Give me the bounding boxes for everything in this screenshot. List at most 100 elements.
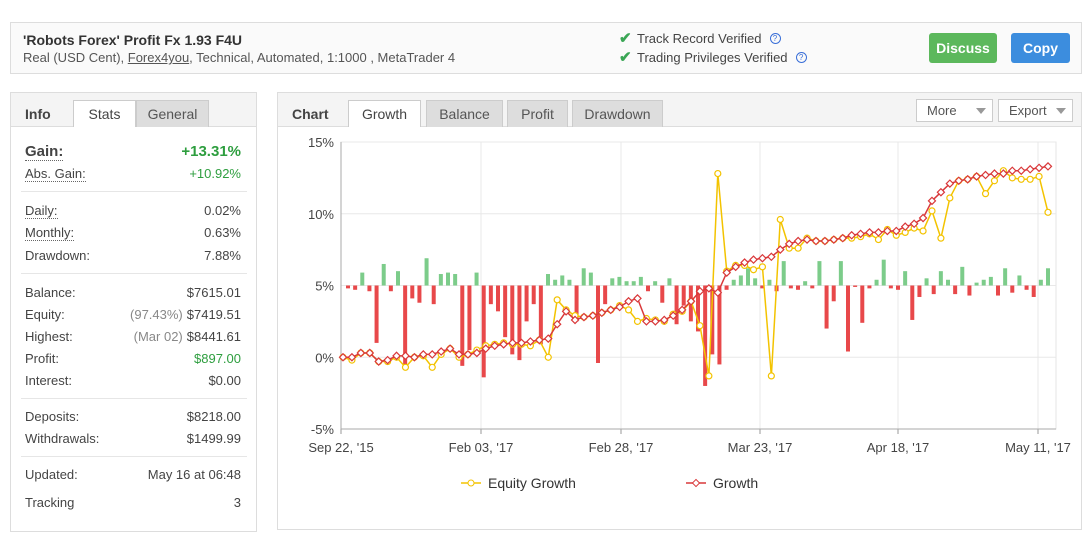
daily-bar: [1010, 285, 1015, 293]
x-tick-label: Mar 23, '17: [728, 440, 793, 455]
daily-bar: [746, 268, 750, 286]
growth-point: [865, 228, 874, 237]
daily-bar: [617, 276, 622, 286]
growth-point: [436, 347, 446, 356]
equity-percent: (97.43%): [130, 307, 183, 322]
equity-label: Equity:: [25, 307, 65, 322]
daily-bar: [817, 261, 822, 286]
equity-growth-point: [937, 234, 945, 242]
daily-bar: [496, 285, 500, 312]
growth-point: [570, 315, 580, 325]
daily-bar: [1017, 275, 1022, 286]
abs-gain-value: +10.92%: [189, 166, 241, 181]
daily-bar: [438, 274, 443, 286]
growth-point: [374, 357, 384, 366]
growth-point: [775, 245, 785, 255]
divider: [21, 398, 247, 399]
highest-value: $8441.61: [186, 329, 241, 344]
growth-point: [347, 352, 357, 362]
tab-drawdown[interactable]: Drawdown: [572, 100, 663, 127]
growth-point: [874, 228, 883, 237]
daily-bar: [467, 285, 472, 351]
equity-value: $7419.51: [186, 307, 241, 322]
growth-point: [668, 311, 678, 321]
equity-growth-point: [919, 227, 927, 235]
daily-bar: [881, 259, 886, 286]
growth-point: [401, 351, 410, 361]
discuss-button[interactable]: Discuss: [929, 33, 997, 63]
equity-growth-point: [553, 296, 561, 304]
growth-point: [704, 283, 714, 293]
daily-bar: [710, 285, 715, 355]
daily-bar: [481, 285, 486, 378]
daily-bar: [731, 279, 736, 286]
growth-point: [1016, 166, 1026, 176]
tab-profit[interactable]: Profit: [507, 100, 568, 127]
more-dropdown[interactable]: More: [916, 99, 993, 122]
equity-growth-point: [981, 190, 990, 198]
growth-point: [481, 344, 491, 354]
growth-point: [606, 305, 616, 315]
daily-bar: [803, 281, 808, 286]
chart-tab-bar: Chart Growth Balance Profit Drawdown Mor…: [278, 93, 1081, 127]
daily-bar: [696, 285, 700, 332]
growth-point: [998, 169, 1008, 178]
growth-point: [392, 351, 401, 361]
chart-heading: Chart: [292, 106, 329, 122]
withdrawals-label: Withdrawals:: [25, 431, 100, 446]
gain-row: Gain: +13.31%: [25, 143, 241, 163]
daily-bar: [403, 285, 408, 368]
tab-general[interactable]: General: [136, 100, 209, 127]
balance-value: $7615.01: [186, 285, 241, 300]
chart-panel: Chart Growth Balance Profit Drawdown Mor…: [277, 92, 1082, 530]
daily-bar: [396, 271, 400, 286]
daily-bar: [767, 279, 772, 286]
equity-growth-point: [1026, 175, 1034, 183]
tab-growth[interactable]: Growth: [348, 100, 421, 127]
equity-growth-point: [401, 363, 410, 371]
copy-button[interactable]: Copy: [1011, 33, 1070, 63]
equity-growth-point: [946, 194, 954, 202]
chevron-down-icon: [976, 108, 986, 114]
daily-bar: [503, 285, 508, 338]
growth-point: [891, 226, 901, 236]
daily-bar: [988, 276, 993, 286]
daily-bar: [1046, 268, 1050, 286]
equity-growth-point: [544, 353, 552, 361]
daily-bar: [646, 285, 650, 292]
growth-point: [633, 294, 642, 303]
growth-point: [356, 348, 366, 358]
highest-date: (Mar 02): [133, 329, 183, 344]
daily-bar: [546, 274, 550, 286]
growth-point: [749, 255, 758, 265]
daily-bar: [996, 285, 1000, 296]
daily-bar: [674, 285, 679, 325]
info-heading: Info: [25, 106, 51, 122]
daily-bar: [681, 285, 686, 306]
growth-point: [686, 296, 696, 306]
daily-bar: [938, 271, 943, 286]
tab-balance[interactable]: Balance: [426, 100, 503, 127]
daily-bar: [431, 285, 436, 305]
daily-bar: [717, 285, 722, 365]
help-icon[interactable]: ?: [795, 51, 807, 63]
daily-bar: [888, 285, 893, 289]
tab-stats[interactable]: Stats: [73, 100, 136, 127]
help-icon[interactable]: ?: [769, 32, 781, 44]
daily-bar: [1038, 279, 1043, 286]
growth-chart[interactable]: 15% 10% 5% 0% -5% Sep 22, '15 Feb 03, '17 Feb 2…: [278, 127, 1081, 529]
growth-point: [981, 170, 990, 180]
daily-bar: [474, 272, 479, 286]
growth-point: [383, 355, 393, 365]
growth-point: [909, 219, 919, 229]
broker-link[interactable]: Forex4you: [127, 50, 190, 65]
daily-bar: [1003, 268, 1008, 286]
daily-bar: [360, 272, 365, 286]
growth-point: [784, 239, 794, 249]
daily-bar: [1031, 285, 1036, 297]
growth-point: [990, 169, 999, 178]
equity-growth-point: [758, 263, 767, 271]
daily-bar: [660, 285, 665, 303]
daily-bar: [510, 285, 515, 355]
export-dropdown[interactable]: Export: [998, 99, 1073, 122]
